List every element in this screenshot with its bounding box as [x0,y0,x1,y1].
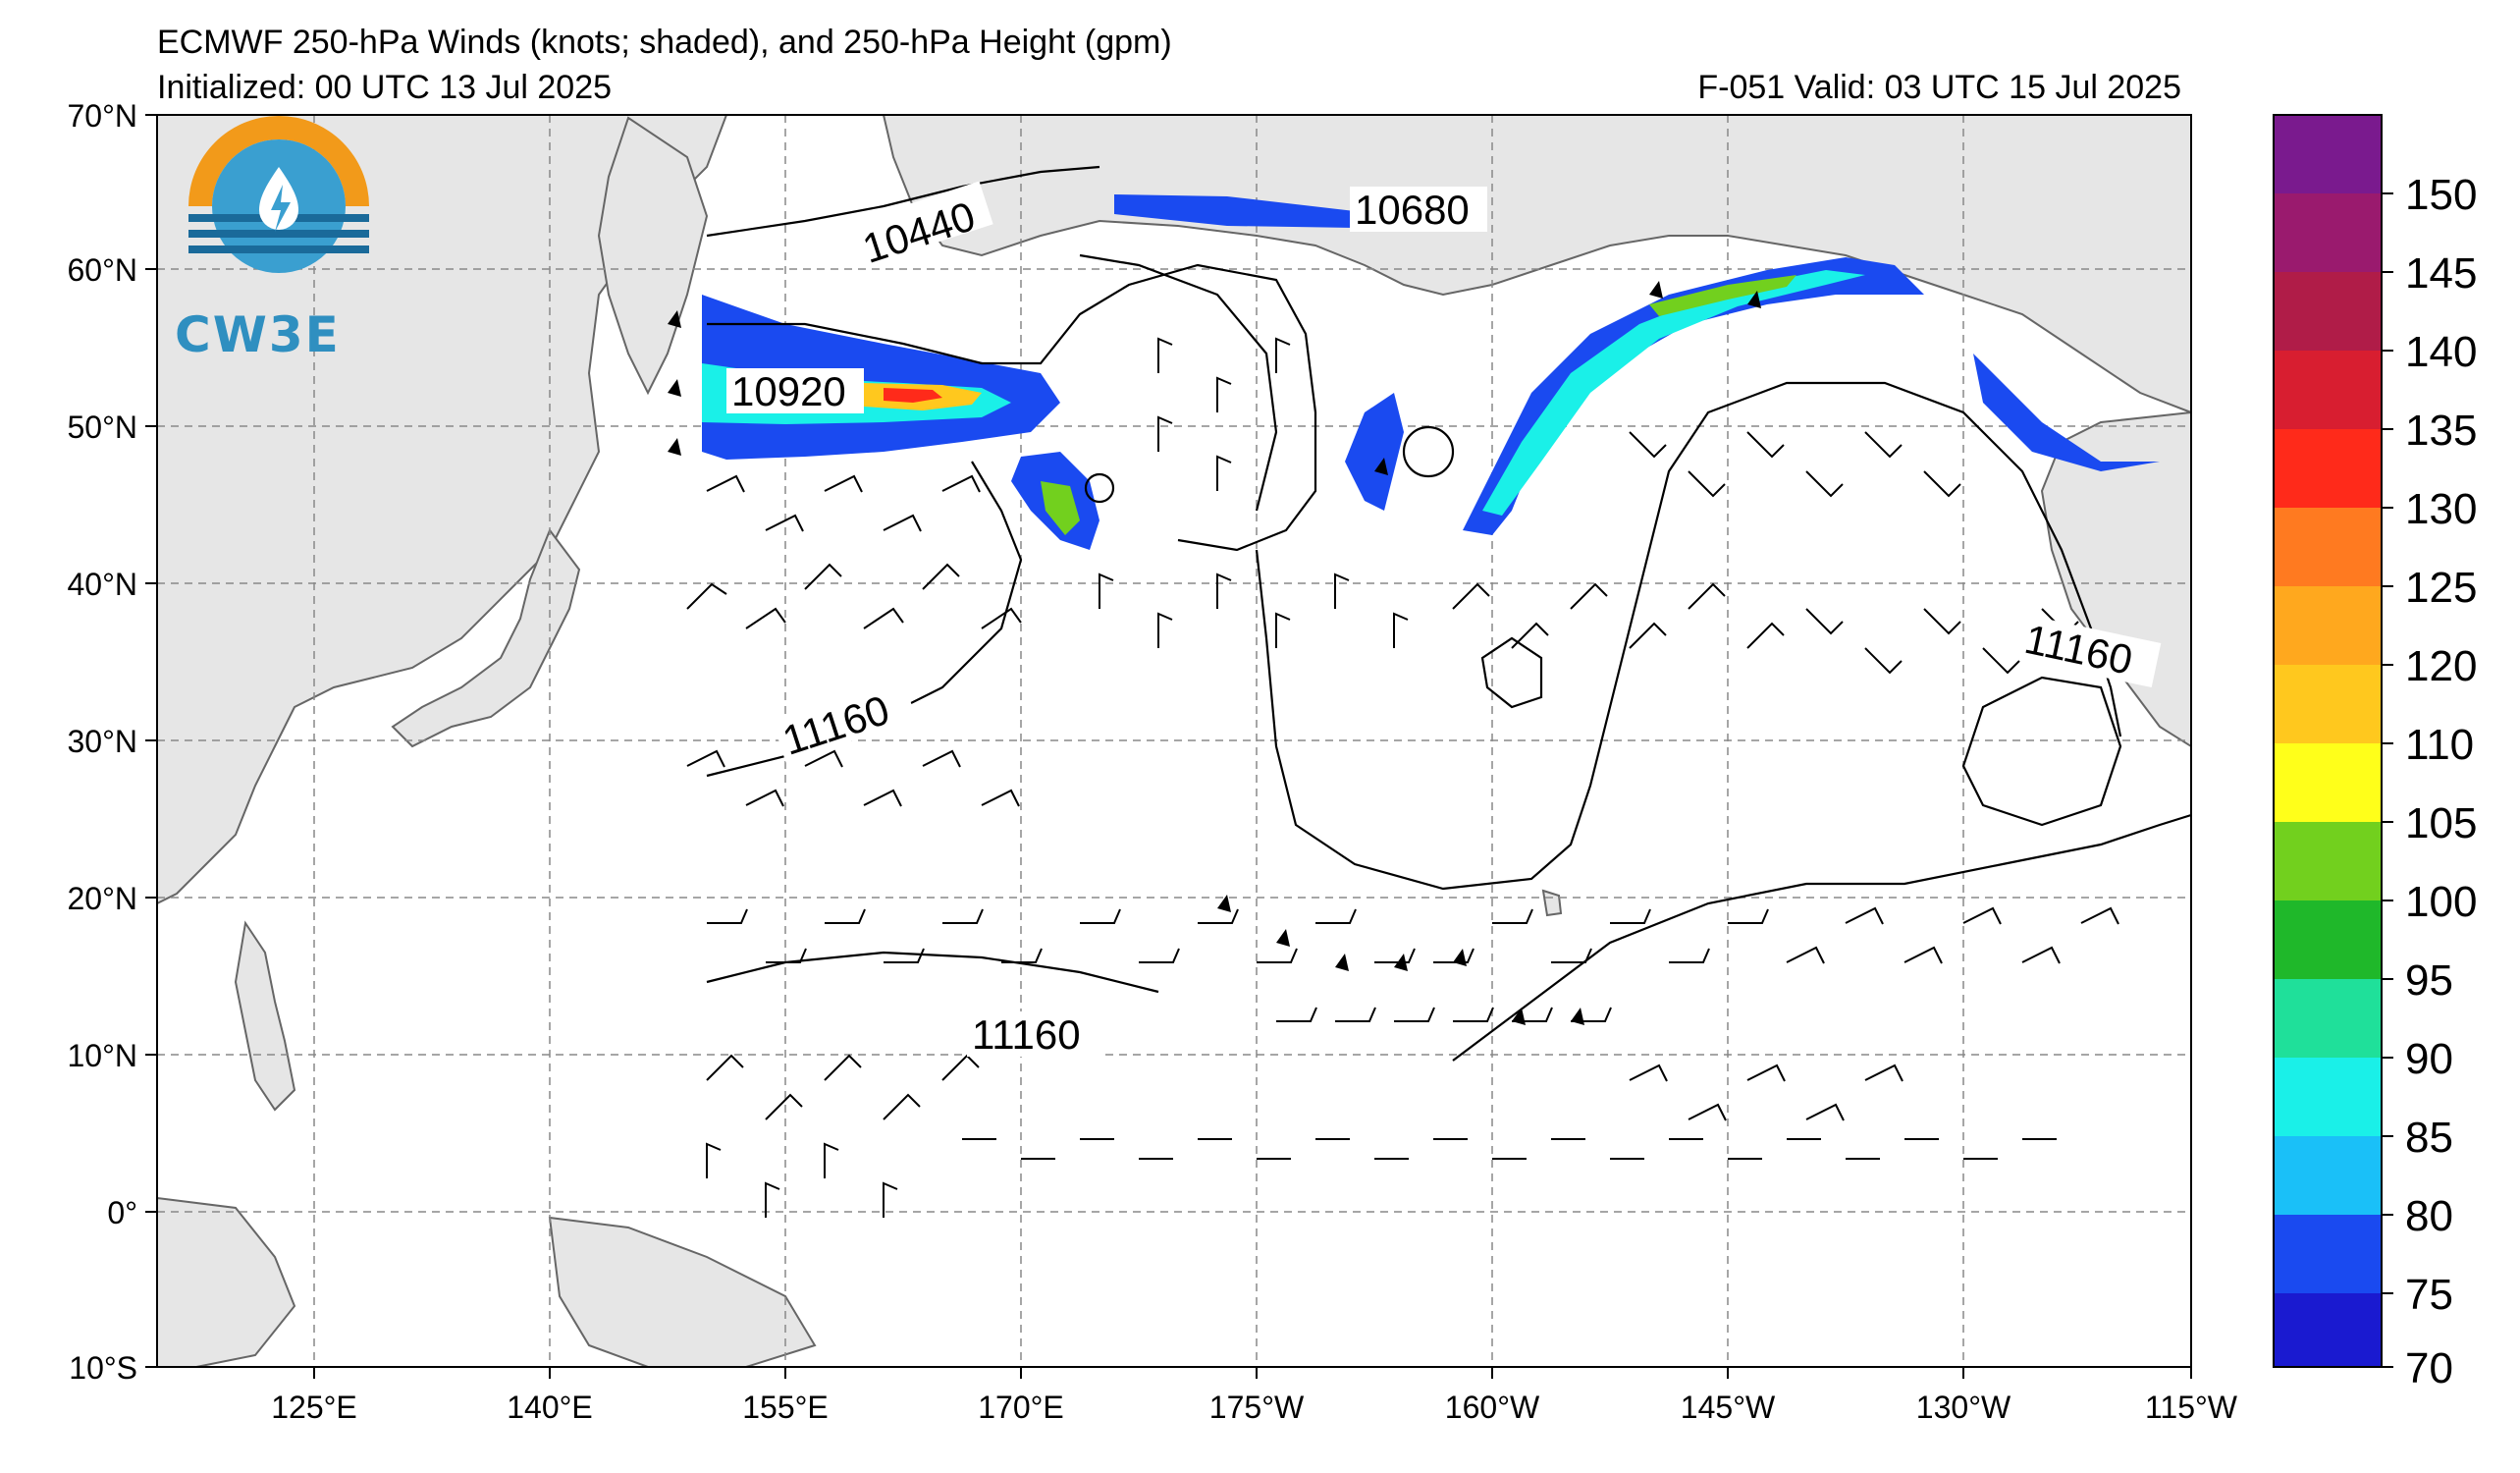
lat-label: 10°N [68,1038,138,1073]
lon-label: 115°W [2145,1390,2238,1425]
lat-label: 10°S [69,1350,137,1386]
initialized-time: Initialized: 00 UTC 13 Jul 2025 [157,69,613,106]
wind-flags [668,281,1761,1025]
colorbar-tick-label: 85 [2405,1114,2453,1162]
lon-label: 145°W [1681,1390,1776,1425]
lat-label: 30°N [68,724,138,759]
jet-east-core [1482,270,1865,516]
colorbar-tick-label: 70 [2405,1344,2453,1392]
colorbar: 150 145 140 135 130 125 120 110 105 100 … [2273,114,2477,1392]
colorbar-tick-label: 90 [2405,1035,2453,1083]
colorbar-tick-label: 80 [2405,1192,2453,1240]
lon-labels: 125°E 140°E 155°E 170°E 175°W 160°W 145°… [271,1390,2238,1425]
indonesia-land [157,1196,296,1367]
wind-barbs [686,337,2138,1218]
colorbar-tick-label: 135 [2405,407,2477,455]
logo-bolt-icon [271,185,291,232]
colorbar-tick-label: 140 [2405,328,2477,376]
lat-label: 50°N [68,409,138,445]
lon-label: 160°W [1445,1390,1540,1425]
jet-coast [1973,354,2160,471]
land-masses [157,115,2191,1367]
lon-label: 140°E [507,1390,593,1425]
logo-text: CW3E [175,306,341,363]
colorbar-tick-label: 75 [2405,1271,2453,1319]
japan-land [391,527,581,748]
cw3e-logo: CW3E [175,116,369,363]
lon-axis [313,1367,2192,1379]
jet-west-max [884,388,942,403]
contour-label-11160-south: 11160 [972,1011,1081,1058]
map-title: ECMWF 250-hPa Winds (knots; shaded), and… [157,24,1172,61]
lat-labels: 70°N 60°N 50°N 40°N 30°N 20°N 10°N 0° 10… [68,98,138,1386]
logo-sun-arc [188,116,369,206]
colorbar-tick-label: 125 [2405,564,2477,612]
colorbar-tick-label: 95 [2405,956,2453,1005]
lat-axis [145,114,157,1368]
philippines-land [234,920,296,1112]
lat-label: 0° [107,1195,137,1230]
colorbar-tick-label: 110 [2405,721,2474,769]
alaska-land [882,115,2191,414]
jet-shading [702,194,2160,550]
hawaii-island [1541,889,1563,917]
jet-tongue-core [1041,481,1080,535]
lon-label: 130°W [1916,1390,2011,1425]
colorbar-tick-label: 105 [2405,799,2477,847]
lon-label: 175°W [1209,1390,1305,1425]
colorbar-tick-label: 145 [2405,249,2477,298]
contour-label-10920: 10920 [731,368,846,414]
lat-label: 20°N [68,881,138,916]
lon-label: 125°E [271,1390,357,1425]
colorbar-tick-label: 130 [2405,485,2477,533]
new-guinea-land [548,1216,817,1367]
valid-time: F-051 Valid: 03 UTC 15 Jul 2025 [1697,69,2181,106]
lon-label: 170°E [978,1390,1064,1425]
colorbar-tick-label: 150 [2405,171,2477,219]
contour-label-10680: 10680 [1355,187,1470,233]
jet-east-green [1649,275,1796,316]
kamchatka-land [597,116,709,396]
colorbar-tick-label: 100 [2405,878,2477,926]
jet-low [1345,393,1404,511]
lat-label: 40°N [68,567,138,602]
lat-label: 60°N [68,252,138,288]
lon-label: 155°E [742,1390,829,1425]
jet-arctic [1114,194,1355,228]
colorbar-tick-label: 120 [2405,642,2477,690]
lat-label: 70°N [68,98,138,134]
